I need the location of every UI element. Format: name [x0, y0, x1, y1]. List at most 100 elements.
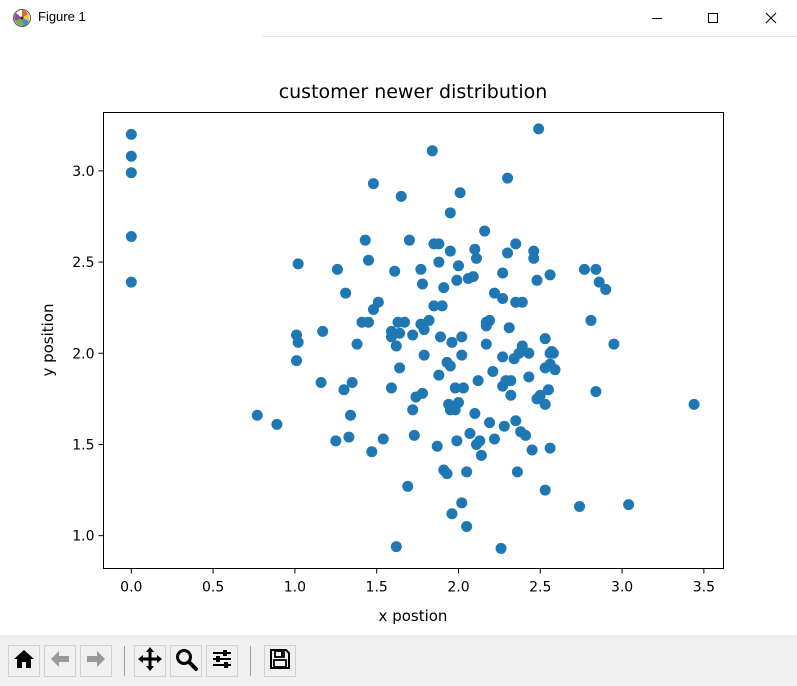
scatter-point	[503, 322, 515, 334]
scatter-point	[451, 435, 463, 447]
scatter-point	[600, 283, 612, 295]
scatter-point	[402, 480, 414, 492]
x-tick-label: 1.5	[366, 580, 388, 596]
scatter-point	[688, 398, 700, 410]
scatter-point	[403, 234, 415, 246]
pan-button[interactable]	[134, 645, 166, 677]
scatter-point	[451, 274, 463, 286]
scatter-point	[585, 314, 597, 326]
y-tick-label: 2.0	[72, 346, 94, 362]
scatter-point	[488, 287, 500, 299]
scatter-point	[292, 336, 304, 348]
scatter-point	[367, 178, 379, 190]
scatter-point	[544, 442, 556, 454]
scatter-point	[469, 407, 481, 419]
scatter-point	[502, 172, 514, 184]
minimize-button[interactable]	[634, 0, 680, 36]
scatter-point	[433, 256, 445, 268]
minimize-icon	[651, 12, 663, 24]
scatter-point	[125, 167, 137, 179]
figure-canvas[interactable]: customer newer distribution 0.0 0.5 1.0 1.5…	[0, 37, 797, 635]
scatter-point	[480, 338, 492, 350]
scatter-point	[593, 276, 605, 288]
scatter-point	[390, 340, 402, 352]
scatter-point	[461, 466, 473, 478]
scatter-point	[497, 293, 509, 305]
scatter-point	[470, 252, 482, 264]
scatter-point	[433, 369, 445, 381]
y-tick-label: 1.0	[72, 529, 94, 545]
scatter-point	[418, 324, 430, 336]
scatter-point	[547, 347, 559, 359]
scatter-point	[590, 263, 602, 275]
scatter-point	[510, 296, 522, 308]
back-button[interactable]	[44, 645, 76, 677]
maximize-icon	[707, 12, 719, 24]
close-button[interactable]	[748, 0, 794, 36]
scatter-point	[539, 398, 551, 410]
scatter-point	[426, 145, 438, 157]
scatter-point	[487, 366, 499, 378]
home-button[interactable]	[8, 645, 40, 677]
scatter-point	[125, 128, 137, 140]
scatter-point	[434, 331, 446, 343]
scatter-point	[351, 338, 363, 350]
scatter-point	[346, 376, 358, 388]
scatter-point	[291, 355, 303, 367]
scatter-point	[578, 263, 590, 275]
matplotlib-icon	[12, 8, 32, 28]
scatter-point	[542, 384, 554, 396]
save-button[interactable]	[264, 645, 296, 677]
scatter-point	[330, 435, 342, 447]
maximize-button[interactable]	[690, 0, 736, 36]
scatter-point	[433, 238, 445, 250]
scatter-point	[407, 329, 419, 341]
scatter-point	[472, 375, 484, 387]
scatter-point	[497, 351, 509, 363]
configure-subplots-button[interactable]	[206, 645, 238, 677]
home-icon	[12, 647, 36, 675]
x-tick-label: 0.5	[202, 580, 224, 596]
titlebar-divider	[262, 36, 797, 37]
scatter-point	[479, 225, 491, 237]
scatter-point	[495, 542, 507, 554]
scatter-point	[464, 428, 476, 440]
y-tick-label: 1.5	[72, 437, 94, 453]
scatter-point	[456, 331, 468, 343]
scatter-point	[520, 429, 532, 441]
scatter-point	[394, 362, 406, 374]
scatter-point	[590, 386, 602, 398]
scatter-point	[363, 316, 375, 328]
scatter-point	[438, 282, 450, 294]
scatter-point	[407, 404, 419, 416]
scatter-point	[446, 508, 458, 520]
scatter-point	[497, 267, 509, 279]
x-axis-label: x postion	[379, 607, 448, 625]
scatter-point	[539, 333, 551, 345]
scatter-point	[345, 409, 357, 421]
scatter-point	[389, 265, 401, 277]
scatter-point	[484, 417, 496, 429]
scatter-point	[416, 278, 428, 290]
scatter-point	[366, 446, 378, 458]
scatter-point	[461, 521, 473, 533]
arrow-left-icon	[48, 647, 72, 675]
navigation-toolbar	[0, 635, 797, 686]
scatter-point	[251, 409, 263, 421]
scatter-point	[317, 325, 329, 337]
toolbar-separator	[124, 646, 125, 676]
forward-button[interactable]	[80, 645, 112, 677]
scatter-point	[480, 320, 492, 332]
y-tick-label: 3.0	[72, 164, 94, 180]
scatter-point	[505, 389, 517, 401]
scatter-point	[502, 247, 514, 259]
y-axis: 1.0 1.5 2.0 2.5 3.0	[72, 164, 104, 545]
scatter-point	[359, 234, 371, 246]
scatter-point	[544, 269, 556, 281]
scatter-point	[125, 150, 137, 162]
close-icon	[765, 12, 777, 24]
zoom-button[interactable]	[170, 645, 202, 677]
scatter-point	[505, 375, 517, 387]
scatter-point	[470, 438, 482, 450]
scatter-point	[456, 497, 468, 509]
